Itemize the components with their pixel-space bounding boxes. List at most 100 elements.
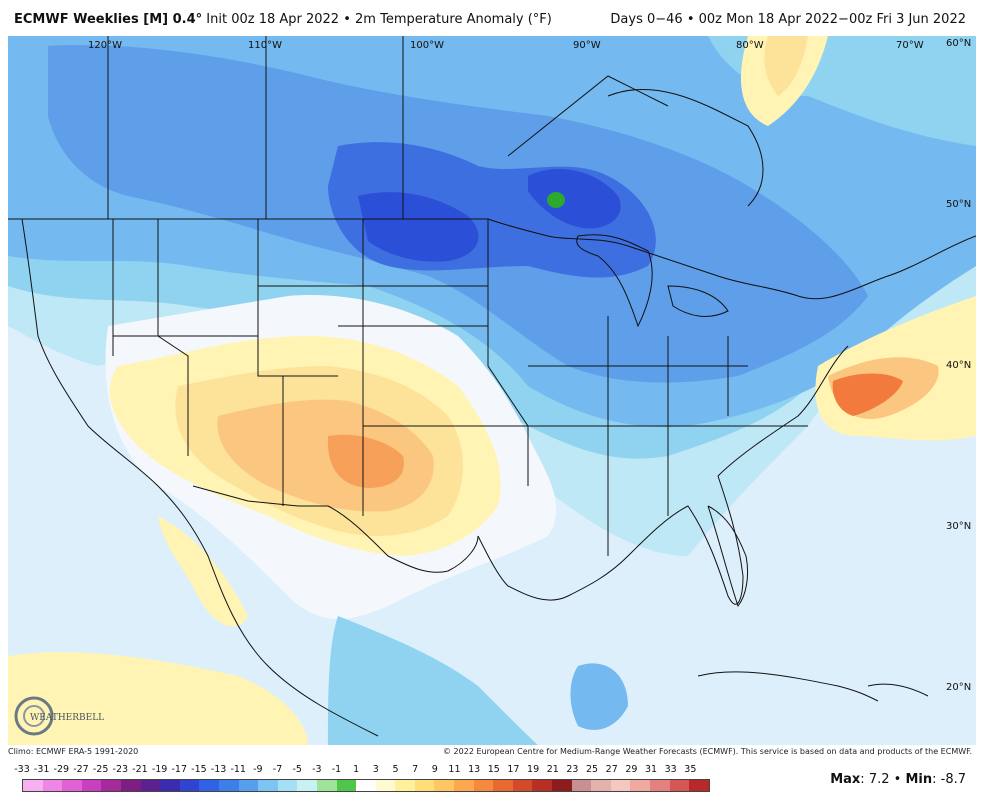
florida — [707, 505, 749, 608]
lon-label-100w: 100°W — [410, 40, 444, 51]
legend-tick-label: 27 — [605, 764, 618, 775]
anomaly-contour-warm-labrador-2 — [764, 36, 808, 96]
legend-swatch — [552, 780, 572, 791]
legend-tick-label: -17 — [171, 764, 188, 775]
lon-label-90w: 90°W — [573, 40, 601, 51]
legend-swatch — [571, 780, 592, 791]
legend-tick-label: -7 — [272, 764, 283, 775]
legend-tick-label: -1 — [331, 764, 342, 775]
legend-tick-label: 23 — [566, 764, 579, 775]
lon-label-70w: 70°W — [896, 40, 924, 51]
legend-swatch — [493, 780, 513, 791]
legend-swatch — [630, 780, 650, 791]
legend-swatch — [316, 780, 337, 791]
legend-tick-label: 21 — [546, 764, 559, 775]
init-time: Init 00z 18 Apr 2022 — [206, 12, 340, 27]
lon-label-110w: 110°W — [248, 40, 282, 51]
political-borders — [8, 36, 976, 737]
gulf-coast — [477, 345, 849, 605]
hudson-bay-coast — [607, 88, 764, 207]
max-min-stats: Max: 7.2 • Min: -8.7 — [830, 772, 966, 787]
legend-swatch — [238, 780, 259, 791]
legend-tick-label: -21 — [132, 764, 148, 775]
legend-swatch — [414, 780, 435, 791]
legend-tick-label: -3 — [312, 764, 322, 775]
legend-swatch — [218, 780, 239, 791]
legend-swatch — [532, 780, 553, 791]
valid-range: Days 0−46 • 00z Mon 18 Apr 2022−00z Fri … — [610, 12, 966, 27]
lat-label-40n: 40°N — [946, 360, 971, 371]
legend-swatch — [140, 780, 161, 791]
great-lakes — [576, 234, 653, 328]
legend-tick-label: 25 — [586, 764, 599, 775]
legend-tick-label: -29 — [53, 764, 70, 775]
legend-swatch — [689, 780, 709, 791]
legend-tick-label: -33 — [14, 764, 30, 775]
legend-swatch — [610, 780, 631, 791]
legend-tick-label: -25 — [92, 764, 109, 775]
lon-label-120w: 120°W — [88, 40, 122, 51]
legend-tick-label: 3 — [372, 764, 379, 775]
legend-swatch — [336, 780, 357, 791]
state-line-2 — [157, 219, 189, 456]
color-legend: -33 -31 -29 -27 -25 -23 -21 -19 -17 -15 -13 -11 -9 -7… — [12, 764, 712, 804]
legend-tick-label: 15 — [487, 764, 500, 775]
legend-swatch — [434, 780, 455, 791]
legend-tick-label: 7 — [412, 764, 419, 775]
anomaly-contour-warm-atlantic-3 — [832, 373, 903, 416]
anomaly-contour-warm-4 — [327, 434, 404, 488]
legend-swatch — [297, 780, 317, 791]
legend-bar — [22, 779, 710, 792]
legend-swatch — [120, 780, 141, 791]
anomaly-contour-warm-pacific — [8, 652, 308, 745]
us-canada-border — [8, 218, 976, 300]
lat-label-60n: 60°N — [946, 38, 971, 49]
anomaly-contour-mexico-cold — [328, 616, 538, 745]
lat-label-20n: 20°N — [946, 682, 971, 693]
anomaly-contour-cold-6 — [358, 192, 479, 262]
legend-tick-label: 35 — [684, 764, 697, 775]
climo-credit: Climo: ECMWF ERA-5 1991-2020 — [8, 747, 139, 756]
legend-tick-label: -31 — [33, 764, 50, 775]
legend-swatch — [42, 780, 63, 791]
map-canvas: 120°W 110°W 100°W 90°W 80°W 70°W 60°N 50… — [8, 36, 976, 745]
legend-swatch — [81, 780, 102, 791]
state-line-3 — [257, 219, 338, 377]
legend-tick-label: -15 — [191, 764, 207, 775]
legend-swatch — [512, 780, 533, 791]
legend-tick-label: 17 — [507, 764, 520, 775]
lon-label-80w: 80°W — [736, 40, 764, 51]
legend-swatch — [23, 780, 43, 791]
legend-tick-label: 9 — [431, 764, 438, 775]
legend-swatch — [101, 780, 121, 791]
legend-swatch — [473, 780, 494, 791]
legend-tick-label: -5 — [292, 764, 302, 775]
state-line-5 — [487, 219, 529, 486]
legend-swatch — [356, 780, 376, 791]
legend-swatch — [669, 780, 690, 791]
header: ECMWF Weeklies [M] 0.4° Init 00z 18 Apr … — [0, 0, 984, 36]
copyright-credit: © 2022 European Centre for Medium-Range … — [443, 747, 972, 756]
weatherbell-logo: WEATHERBELL — [14, 696, 104, 736]
anomaly-contour-yucatan — [570, 663, 628, 730]
legend-tick-label: 13 — [468, 764, 481, 775]
legend-swatch — [160, 780, 180, 791]
legend-tick-label: 11 — [448, 764, 461, 775]
legend-labels: -33 -31 -29 -27 -25 -23 -21 -19 -17 -15 -13 -11 -9 -7… — [12, 764, 712, 778]
lat-label-50n: 50°N — [946, 199, 971, 210]
legend-tick-label: -23 — [112, 764, 129, 775]
legend-swatch — [258, 780, 278, 791]
legend-swatch — [62, 780, 82, 791]
great-lakes-2 — [667, 285, 729, 317]
anomaly-map: 120°W 110°W 100°W 90°W 80°W 70°W 60°N 50… — [8, 36, 976, 745]
legend-tick-label: 5 — [392, 764, 399, 775]
cuba — [697, 671, 879, 702]
legend-tick-label: 1 — [353, 764, 360, 775]
legend-swatch — [375, 780, 396, 791]
title-bullet: • — [343, 12, 351, 27]
lat-label-30n: 30°N — [946, 521, 971, 532]
stats-sep: • — [893, 772, 902, 787]
max-value: 7.2 — [868, 772, 890, 787]
anomaly-min-spot — [547, 192, 565, 208]
legend-swatch — [179, 780, 200, 791]
